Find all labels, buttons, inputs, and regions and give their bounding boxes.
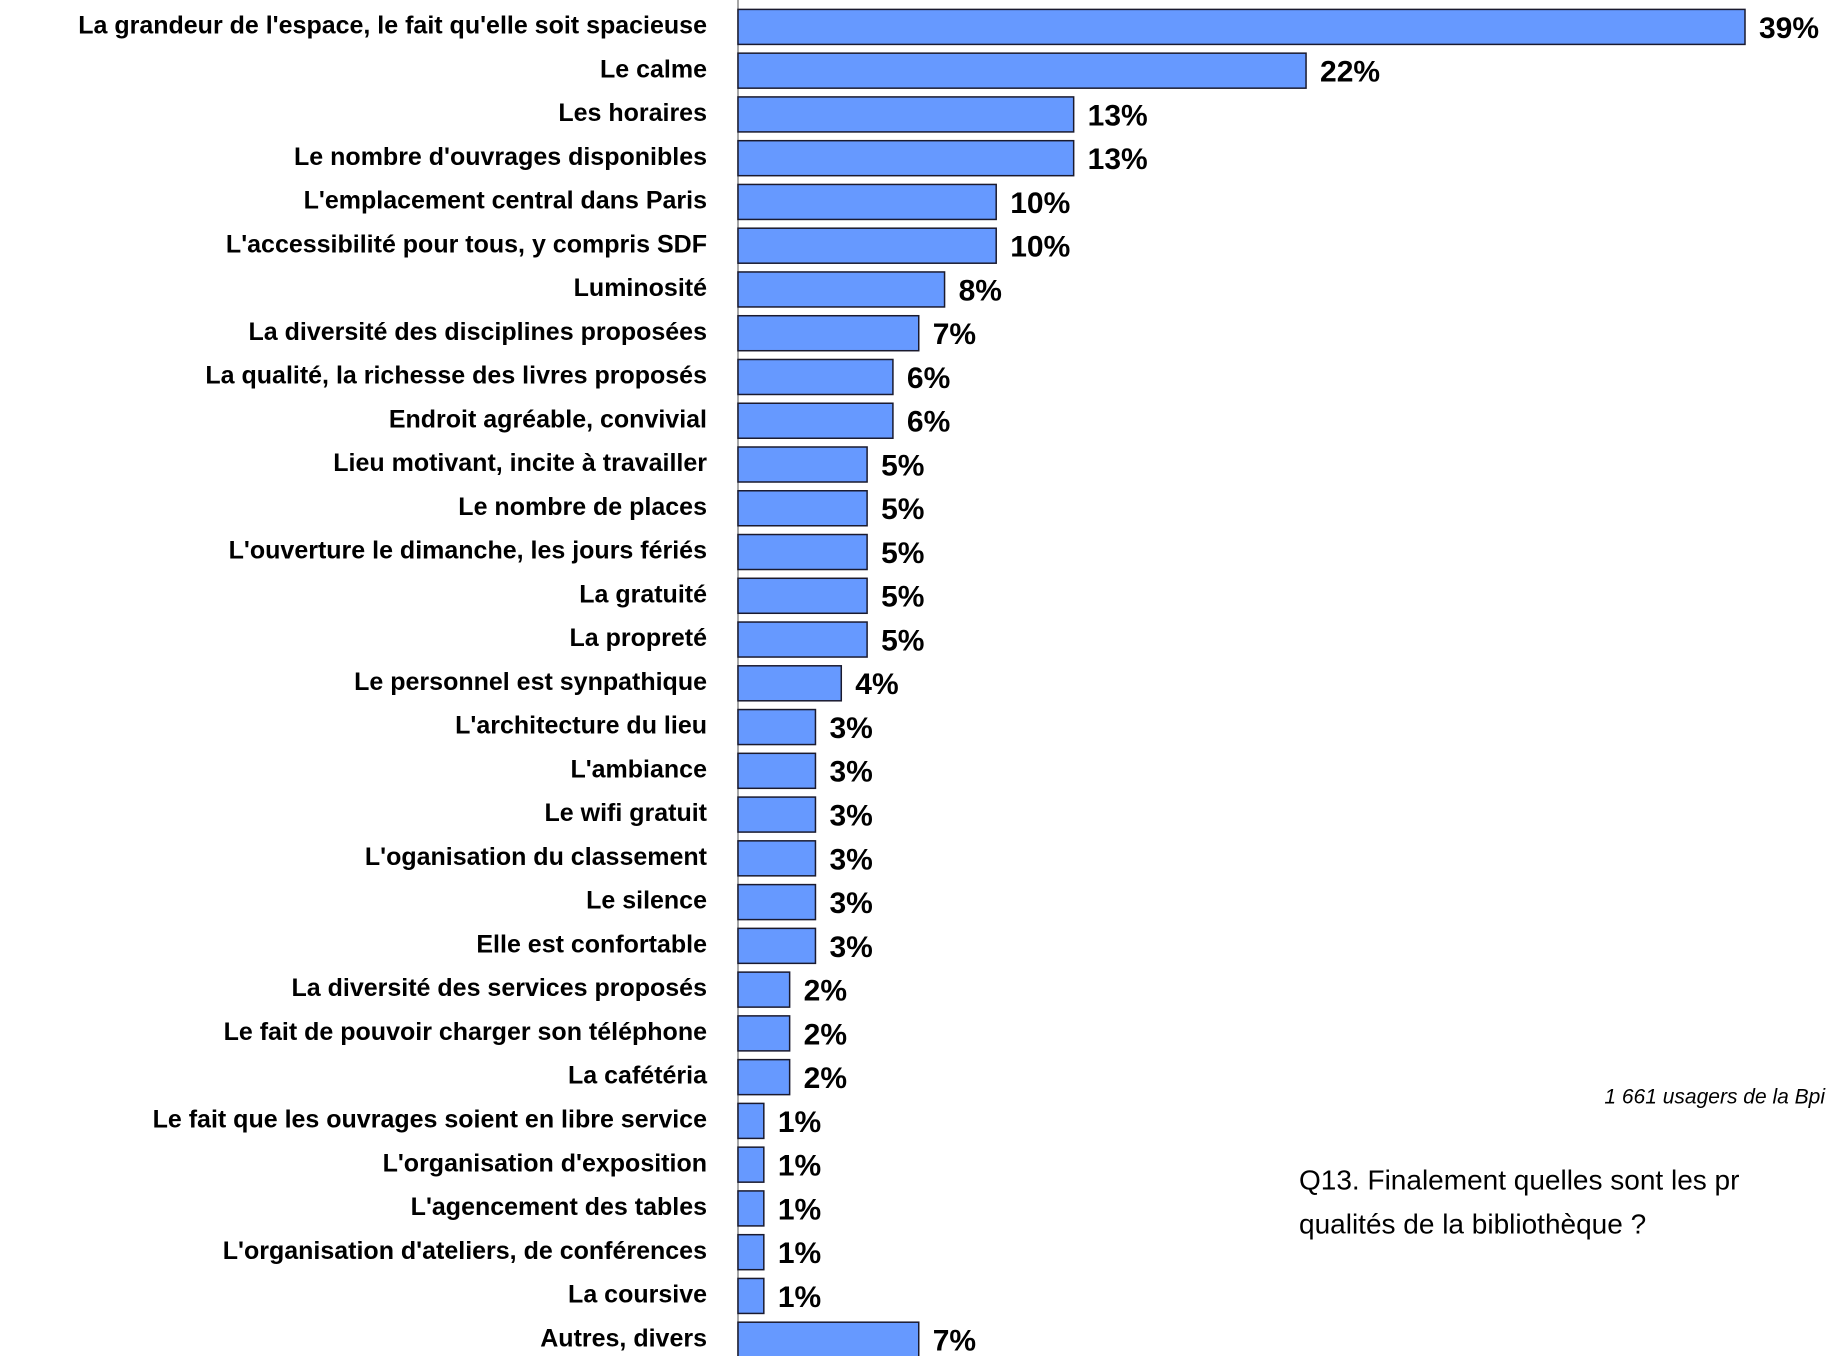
bar xyxy=(737,96,1075,133)
bar xyxy=(737,752,817,790)
bar xyxy=(737,446,868,483)
category-label: Le personnel est synpathique xyxy=(354,668,707,696)
category-label: La gratuité xyxy=(579,580,707,608)
bar xyxy=(737,139,1075,177)
category-label: Luminosité xyxy=(574,274,707,302)
value-label: 3% xyxy=(829,800,872,833)
bar xyxy=(737,621,868,658)
bar xyxy=(737,227,997,264)
value-label: 2% xyxy=(804,1062,847,1095)
bar xyxy=(737,1102,765,1140)
category-label: Le fait de pouvoir charger son téléphone xyxy=(224,1018,708,1046)
category-label: La diversité des disciplines proposées xyxy=(248,318,707,346)
question: Q13. Finalement quelles sont les pr xyxy=(1299,1164,1739,1195)
bar xyxy=(737,1233,765,1271)
value-label: 3% xyxy=(829,887,872,920)
category-label: La qualité, la richesse des livres propo… xyxy=(205,362,707,390)
category-label: L'oganisation du classement xyxy=(365,843,708,871)
value-label: 6% xyxy=(907,362,950,395)
category-label: L'agencement des tables xyxy=(411,1193,707,1221)
bar xyxy=(737,1277,765,1315)
category-label: L'ambiance xyxy=(570,755,707,783)
value-label: 3% xyxy=(829,712,872,745)
category-label: Le calme xyxy=(600,55,707,83)
category-label: La cafétéria xyxy=(568,1062,708,1090)
value-label: 39% xyxy=(1759,12,1819,45)
category-label: L'emplacement central dans Paris xyxy=(304,187,707,215)
value-label: 10% xyxy=(1010,187,1070,220)
bar xyxy=(737,927,817,965)
value-label: 5% xyxy=(881,493,924,526)
category-label: La grandeur de l'espace, le fait qu'elle… xyxy=(78,12,707,40)
bar xyxy=(737,1190,765,1227)
category-label: Le wifi gratuit xyxy=(545,799,708,827)
category-label: L'architecture du lieu xyxy=(455,712,707,740)
value-label: 1% xyxy=(778,1237,821,1270)
value-label: 3% xyxy=(829,843,872,876)
category-label: La coursive xyxy=(568,1281,707,1309)
category-label: L'organisation d'ateliers, de conférence… xyxy=(223,1237,707,1265)
bar xyxy=(737,52,1307,89)
category-label: Le nombre d'ouvrages disponibles xyxy=(294,143,707,171)
bar xyxy=(737,971,791,1008)
bar xyxy=(737,183,997,221)
bar xyxy=(737,8,1746,46)
value-label: 13% xyxy=(1088,99,1148,132)
value-label: 2% xyxy=(804,1018,847,1051)
value-label: 22% xyxy=(1320,56,1380,89)
category-label: Endroit agréable, convivial xyxy=(389,405,707,433)
bar xyxy=(737,1058,791,1096)
value-label: 2% xyxy=(804,975,847,1008)
bar xyxy=(737,358,894,396)
bar xyxy=(737,1321,920,1356)
bar xyxy=(737,665,843,702)
bar xyxy=(737,1015,791,1052)
bar xyxy=(737,490,868,527)
category-label: La propreté xyxy=(569,624,707,652)
value-label: 1% xyxy=(778,1150,821,1183)
bar xyxy=(737,402,894,439)
value-label: 5% xyxy=(881,449,924,482)
bar xyxy=(737,883,817,921)
bar xyxy=(737,796,817,833)
category-label: L'organisation d'exposition xyxy=(383,1149,707,1177)
bar xyxy=(737,314,920,352)
value-label: 7% xyxy=(933,318,976,351)
value-label: 3% xyxy=(829,931,872,964)
value-label: 10% xyxy=(1010,231,1070,264)
value-label: 7% xyxy=(933,1325,976,1356)
category-label: L'ouverture le dimanche, les jours férié… xyxy=(229,537,707,565)
category-label: L'accessibilité pour tous, y compris SDF xyxy=(226,230,707,258)
bar xyxy=(737,840,817,877)
value-label: 5% xyxy=(881,537,924,570)
bar xyxy=(737,271,946,308)
value-label: 1% xyxy=(778,1193,821,1226)
bar xyxy=(737,1146,765,1183)
value-label: 6% xyxy=(907,406,950,439)
value-label: 4% xyxy=(855,668,898,701)
bar xyxy=(737,708,817,746)
category-label: Le nombre de places xyxy=(458,493,707,521)
value-label: 8% xyxy=(959,274,1002,307)
bar xyxy=(737,533,868,571)
category-label: Elle est confortable xyxy=(476,930,707,958)
category-label: Le silence xyxy=(586,887,707,915)
category-label: Les horaires xyxy=(558,99,707,127)
question: qualités de la bibliothèque ? xyxy=(1299,1208,1646,1239)
value-label: 5% xyxy=(881,581,924,614)
value-label: 13% xyxy=(1088,143,1148,176)
category-label: Lieu motivant, incite à travailler xyxy=(333,449,707,477)
category-label: La diversité des services proposés xyxy=(292,974,708,1002)
value-label: 3% xyxy=(829,756,872,789)
value-label: 5% xyxy=(881,624,924,657)
value-label: 1% xyxy=(778,1281,821,1314)
value-label: 1% xyxy=(778,1106,821,1139)
category-label: Le fait que les ouvrages soient en libre… xyxy=(153,1106,707,1134)
bar xyxy=(737,577,868,615)
note: 1 661 usagers de la Bpi xyxy=(1604,1086,1826,1109)
category-label: Autres, divers xyxy=(540,1324,707,1352)
